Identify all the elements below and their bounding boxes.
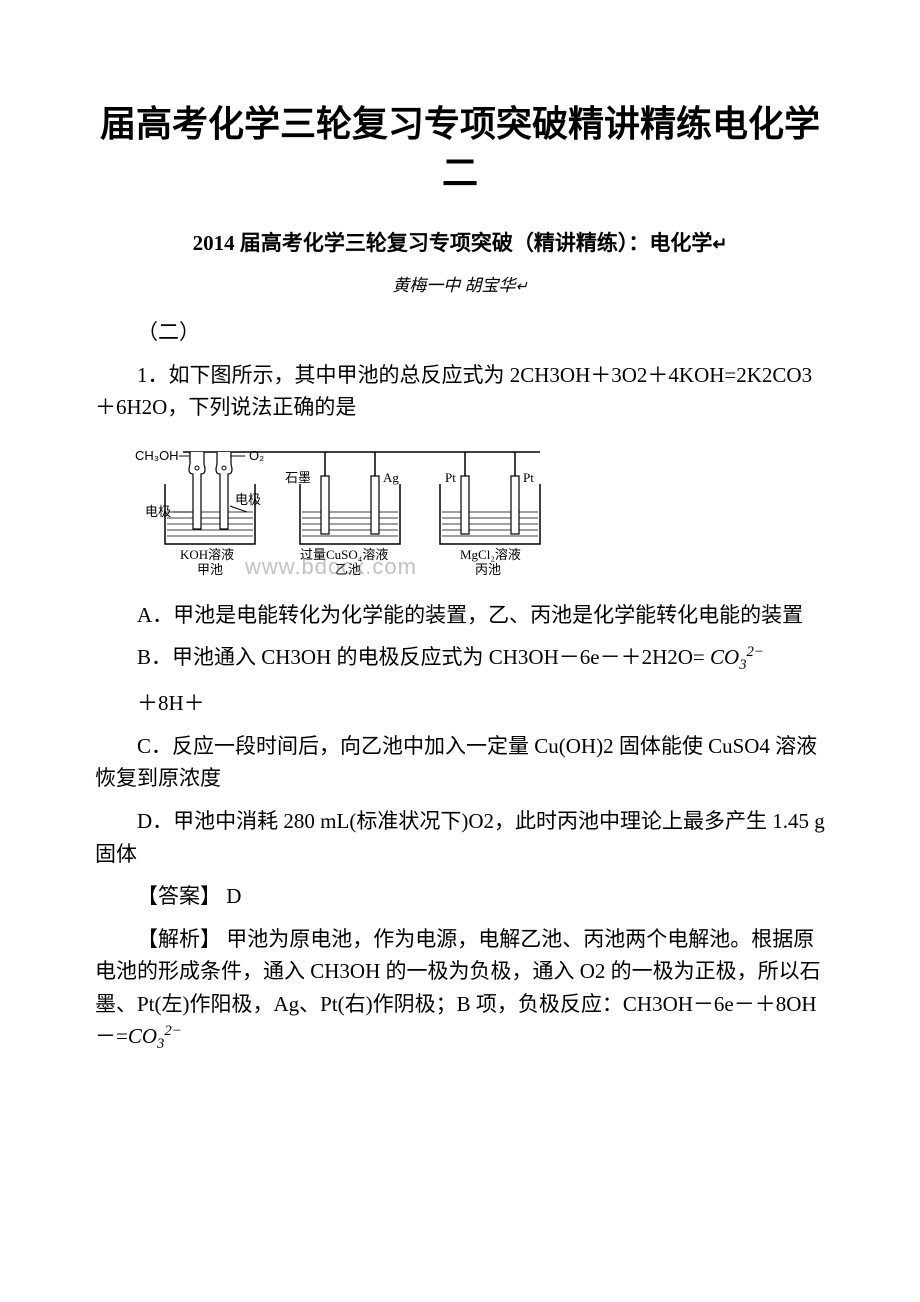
explanation-text: 【解析】 甲池为原电池，作为电源，电解乙池、丙池两个电解池。根据原电池的形成条件… <box>95 927 821 1049</box>
label-pt-left: Pt <box>445 470 456 485</box>
label-mgcl2: MgCl₂溶液 <box>460 547 521 562</box>
author-line: 黄梅一中 胡宝华↵ <box>95 271 825 296</box>
label-dianji-left: 电极 <box>145 504 171 519</box>
option-b-line2: ＋8H＋ <box>95 687 825 720</box>
label-shimo: 石墨 <box>285 470 311 485</box>
label-yi: 乙池 <box>335 562 361 577</box>
option-b-text: B．甲池通入 CH3OH 的电极反应式为 CH3OH－6e－＋2H2O= <box>137 645 705 669</box>
label-o2: O₂ <box>249 448 264 463</box>
subtitle-text: 2014 届高考化学三轮复习专项突破（精讲精练）：电化学 <box>193 231 713 255</box>
option-a: A．甲池是电能转化为化学能的装置，乙、丙池是化学能转化电能的装置 <box>95 599 825 632</box>
label-bing: 丙池 <box>475 562 501 577</box>
option-c: C．反应一段时间后，向乙池中加入一定量 Cu(OH)2 固体能使 CuSO4 溶… <box>95 730 825 795</box>
formula-co3: CO32− <box>710 645 764 669</box>
label-jia: 甲池 <box>197 562 223 577</box>
section-label: （二） <box>95 316 825 349</box>
option-b: B．甲池通入 CH3OH 的电极反应式为 CH3OH－6e－＋2H2O= CO3… <box>95 641 825 677</box>
label-dianji-right: 电极 <box>235 492 261 507</box>
label-pt-right: Pt <box>523 470 534 485</box>
main-title: 届高考化学三轮复习专项突破精讲精练电化学二 <box>95 100 825 197</box>
label-cuso4: 过量CuSO₄溶液 <box>300 547 388 562</box>
author-text: 黄梅一中 胡宝华 <box>392 276 515 295</box>
label-ch3oh: CH₃OH <box>135 448 179 463</box>
question-stem: 1．如下图所示，其中甲池的总反应式为 2CH3OH＋3O2＋4KOH=2K2CO… <box>95 359 825 424</box>
circuit-diagram: CH₃OH O₂ 电极 电极 <box>135 434 825 589</box>
option-d: D．甲池中消耗 280 mL(标准状况下)O2，此时丙池中理论上最多产生 1.4… <box>95 805 825 870</box>
answer-line: 【答案】 D <box>95 880 825 913</box>
formula-co3-2: CO32− <box>128 1024 182 1048</box>
label-koh: KOH溶液 <box>180 547 234 562</box>
sub-title: 2014 届高考化学三轮复习专项突破（精讲精练）：电化学↵ <box>95 227 825 257</box>
enter-mark-icon: ↵ <box>712 234 727 254</box>
enter-mark-icon: ↵ <box>516 279 528 295</box>
document-page: 届高考化学三轮复习专项突破精讲精练电化学二 2014 届高考化学三轮复习专项突破… <box>0 0 920 1126</box>
diagram-svg: CH₃OH O₂ 电极 电极 <box>135 434 565 589</box>
label-ag: Ag <box>383 470 399 485</box>
explanation: 【解析】 甲池为原电池，作为电源，电解乙池、丙池两个电解池。根据原电池的形成条件… <box>95 923 825 1057</box>
